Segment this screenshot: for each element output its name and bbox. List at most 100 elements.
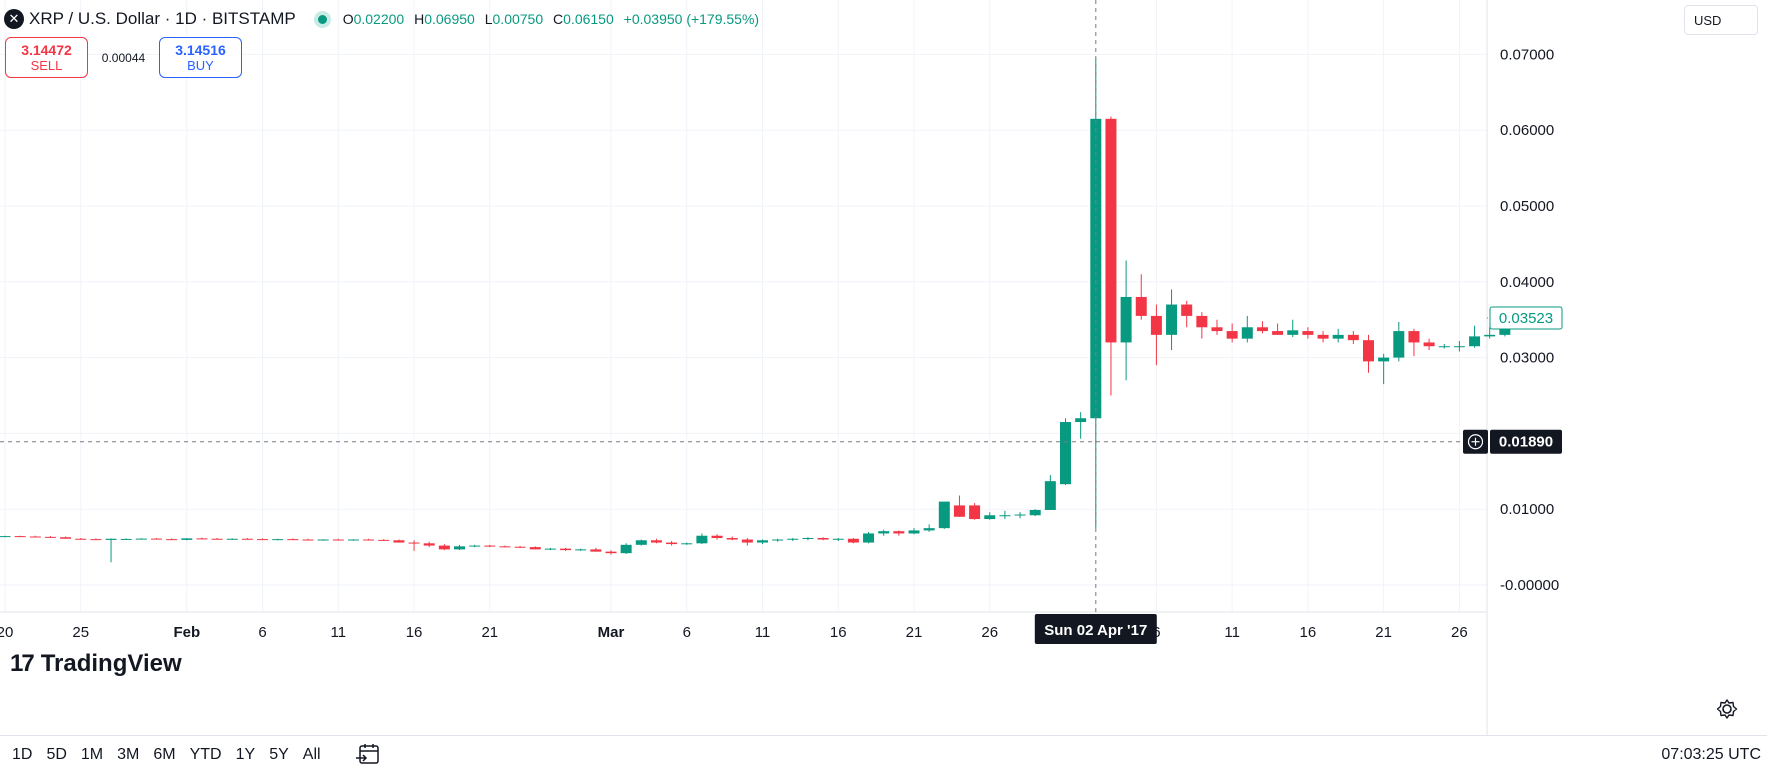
- range-button-1m[interactable]: 1M: [80, 746, 104, 763]
- x-tick-label: 21: [481, 624, 498, 641]
- candle-body: [332, 539, 344, 541]
- range-button-5y[interactable]: 5Y: [269, 746, 289, 763]
- y-tick-label: 0.06000: [1500, 122, 1554, 139]
- crosshair-price-box: [1490, 429, 1562, 454]
- candle-body: [1363, 340, 1374, 362]
- candle-body: [817, 538, 829, 540]
- x-tick-label: 26: [1451, 624, 1468, 641]
- gear-icon[interactable]: [1716, 698, 1738, 720]
- candle-body: [1484, 334, 1496, 337]
- trade-panel: 3.14472 SELL 0.00044 3.14516 BUY: [5, 37, 242, 78]
- high-label: H: [414, 11, 425, 27]
- price-chart[interactable]: 0.07000 0.06000 0.05000 0.04000 0.03000 0.010…: [0, 0, 1767, 735]
- candle-body: [802, 538, 814, 540]
- candle-body: [1317, 334, 1329, 339]
- range-button-1d[interactable]: 1D: [12, 746, 33, 763]
- buy-price: 3.14516: [175, 41, 226, 58]
- clock-utc[interactable]: 07:03:25 UTC: [1661, 746, 1761, 763]
- candle-body: [544, 548, 556, 550]
- range-button-5d[interactable]: 5D: [46, 746, 67, 763]
- candle-body: [908, 530, 920, 534]
- candle-body: [181, 538, 193, 540]
- x-tick-label: 16: [1300, 624, 1317, 641]
- candle-body: [408, 542, 420, 544]
- candle-body: [484, 545, 496, 547]
- candle-body: [1135, 296, 1147, 316]
- candle-body: [1347, 334, 1359, 341]
- low-label: L: [484, 11, 493, 27]
- candle-body: [1060, 422, 1071, 485]
- x-tick-label: 21: [906, 624, 923, 641]
- candle-body: [1332, 334, 1344, 339]
- candle-body: [787, 538, 799, 540]
- x-tick-label: 16: [830, 624, 847, 641]
- candle-body: [635, 540, 647, 545]
- candle-body: [893, 531, 905, 534]
- candle-body: [469, 545, 481, 547]
- open-label: O: [342, 11, 354, 27]
- chart-header: ✕ XRP / U.S. Dollar · 1D · BITSTAMP O 0.0…: [4, 8, 765, 30]
- candle-body: [938, 501, 950, 529]
- candle-body: [302, 539, 314, 541]
- candle-body: [499, 546, 511, 548]
- range-button-6m[interactable]: 6M: [153, 746, 176, 763]
- last-price-label: 0.03523: [1499, 310, 1553, 327]
- currency-select[interactable]: USD: [1684, 5, 1758, 35]
- range-button-all[interactable]: All: [302, 746, 321, 763]
- sell-price: 3.14472: [21, 41, 72, 58]
- candle-body: [923, 528, 935, 531]
- candle-body: [378, 539, 390, 541]
- candle-body: [1166, 304, 1178, 335]
- candle-body: [696, 535, 708, 544]
- candle-body: [575, 549, 587, 551]
- x-tick-label: 21: [1375, 624, 1392, 641]
- x-tick-label: 20: [0, 624, 13, 641]
- candle-body: [393, 540, 405, 543]
- range-button-3m[interactable]: 3M: [117, 746, 140, 763]
- candle-body: [969, 505, 981, 520]
- candle-body: [1211, 327, 1223, 332]
- candle-body: [226, 538, 238, 540]
- candle-body: [529, 547, 541, 550]
- candle-body: [241, 538, 253, 540]
- sell-label: SELL: [30, 57, 63, 73]
- range-button-ytd[interactable]: YTD: [189, 746, 222, 763]
- crosshair-date-label: Sun 02 Apr '17: [1044, 622, 1147, 639]
- candle-body: [166, 539, 178, 541]
- market-status-icon[interactable]: [317, 14, 327, 24]
- candle-body: [287, 539, 299, 541]
- candle-body: [863, 533, 875, 543]
- calendar-goto-icon[interactable]: [355, 743, 381, 767]
- y-tick-label: 0.05000: [1500, 198, 1554, 215]
- y-tick-label: -0.00000: [1500, 577, 1559, 594]
- spread-value: 0.00044: [101, 50, 146, 65]
- x-tick-label: 26: [981, 624, 998, 641]
- last-price-box: [1489, 306, 1563, 330]
- candle-body: [1423, 342, 1435, 347]
- candle-body: [984, 515, 996, 520]
- x-tick-label: 11: [331, 624, 347, 641]
- candle-body: [757, 540, 768, 543]
- candle-body: [1029, 509, 1041, 516]
- candle-body: [363, 539, 375, 541]
- candle-body: [1181, 304, 1193, 316]
- bottom-toolbar: 1D 5D 1M 3M 6M YTD 1Y 5Y All 07:03:25 UTC: [0, 735, 1767, 774]
- high-value: 0.06950: [424, 11, 475, 27]
- sell-button[interactable]: 3.14472 SELL: [5, 37, 88, 78]
- x-tick-label: 25: [72, 624, 89, 641]
- candle-body: [560, 548, 572, 551]
- x-tick-label: 11: [1224, 624, 1240, 641]
- tradingview-logo[interactable]: 17 TradingView: [10, 650, 182, 678]
- x-tick-label: 11: [755, 624, 771, 641]
- buy-button[interactable]: 3.14516 BUY: [159, 37, 242, 78]
- plus-icon: [1467, 434, 1484, 450]
- candle-body: [423, 543, 435, 546]
- candle-body: [1241, 327, 1253, 339]
- candle-body: [1393, 331, 1405, 358]
- range-button-1y[interactable]: 1Y: [235, 746, 256, 763]
- candle-body: [60, 537, 72, 539]
- close-x-icon[interactable]: ✕: [4, 9, 24, 29]
- symbol-title[interactable]: XRP / U.S. Dollar · 1D · BITSTAMP: [29, 9, 296, 28]
- candle-body: [211, 538, 223, 540]
- buy-label: BUY: [187, 57, 214, 73]
